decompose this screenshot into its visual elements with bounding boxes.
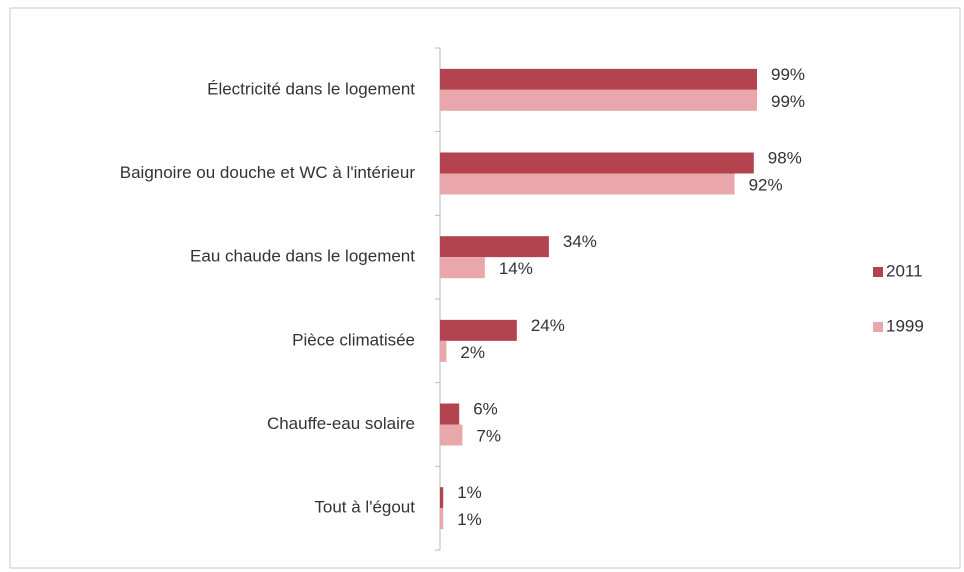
bar xyxy=(440,236,549,258)
value-label: 99% xyxy=(771,65,805,84)
bar xyxy=(440,173,735,195)
bar xyxy=(440,68,757,90)
category-label: Chauffe-eau solaire xyxy=(267,414,415,433)
bar xyxy=(440,403,460,425)
value-label: 99% xyxy=(771,92,805,111)
value-label: 1% xyxy=(457,510,482,529)
value-label: 14% xyxy=(499,259,533,278)
bar xyxy=(440,89,757,111)
value-label: 34% xyxy=(563,232,597,251)
category-label: Électricité dans le logement xyxy=(207,79,415,98)
value-label: 98% xyxy=(768,148,802,167)
legend-label: 2011 xyxy=(886,261,923,280)
bar xyxy=(440,508,444,530)
bar xyxy=(440,257,485,279)
legend-label: 1999 xyxy=(886,316,924,335)
category-label: Eau chaude dans le logement xyxy=(190,247,415,266)
value-label: 24% xyxy=(531,316,565,335)
category-label: Tout à l'égout xyxy=(314,498,415,517)
legend-swatch xyxy=(873,267,883,277)
category-label: Baignoire ou douche et WC à l'intérieur xyxy=(120,163,416,182)
bar xyxy=(440,487,444,509)
bar xyxy=(440,319,517,341)
value-label: 92% xyxy=(749,175,783,194)
value-label: 2% xyxy=(460,343,485,362)
legend-swatch xyxy=(873,322,883,332)
bar xyxy=(440,340,447,362)
value-label: 7% xyxy=(476,426,501,445)
bar xyxy=(440,152,754,174)
value-label: 1% xyxy=(457,483,482,502)
category-label: Pièce climatisée xyxy=(292,330,415,349)
bar xyxy=(440,424,463,446)
value-label: 6% xyxy=(473,399,498,418)
